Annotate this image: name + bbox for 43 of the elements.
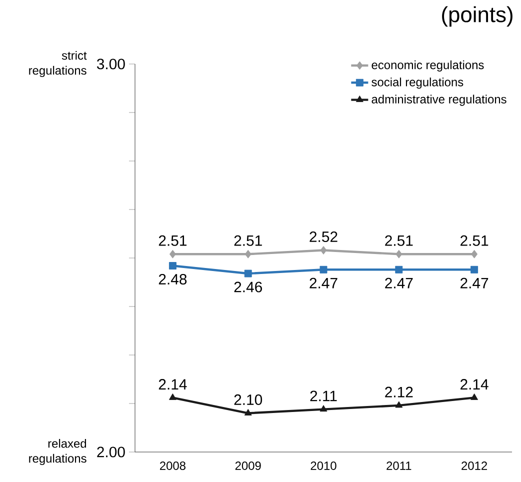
text: strict regulations <box>29 50 87 78</box>
point <box>320 405 328 412</box>
data-label: 2.47 <box>385 278 413 288</box>
point <box>244 270 252 278</box>
x-tick-label: 2011 <box>386 462 412 470</box>
point <box>244 250 252 258</box>
data-label: 2.52 <box>310 231 338 242</box>
data-label: 2.46 <box>234 282 262 292</box>
legend-label: administrative regulations <box>372 94 506 106</box>
x-tick-label: 2009 <box>235 462 261 470</box>
data-label: 2.51 <box>234 235 262 246</box>
y-tick-label: 2.00 <box>97 446 125 458</box>
data-label: 2.10 <box>234 394 262 405</box>
point <box>320 266 328 274</box>
data-label: 2.12 <box>385 386 413 398</box>
data-label: 2.51 <box>385 235 413 246</box>
data-label: 2.51 <box>158 235 187 246</box>
point <box>396 250 402 258</box>
point <box>470 266 478 274</box>
point <box>169 250 176 258</box>
point <box>395 266 403 274</box>
x-tick-label: 2008 <box>160 462 186 470</box>
point <box>169 393 176 400</box>
legend-label: economic regulations <box>372 60 484 72</box>
data-label: 2.14 <box>460 379 488 390</box>
data-label: 2.47 <box>310 278 338 288</box>
data-label: 2.48 <box>158 274 187 285</box>
data-label: 2.11 <box>310 390 337 402</box>
chart-subtitle: (points) <box>442 6 512 27</box>
point <box>395 401 403 408</box>
point <box>168 262 176 270</box>
point <box>471 250 478 258</box>
data-label: 2.51 <box>460 235 488 246</box>
data-label: 2.47 <box>460 278 488 288</box>
point <box>320 246 327 254</box>
data-label: 2.14 <box>158 379 187 390</box>
x-tick-label: 2012 <box>462 462 487 470</box>
y-tick-label: 3.00 <box>96 58 125 70</box>
point <box>244 408 252 416</box>
x-tick-label: 2010 <box>310 462 336 470</box>
legend-label: social regulations <box>372 78 464 89</box>
point <box>470 393 478 400</box>
text: relaxed regulations <box>29 438 86 466</box>
